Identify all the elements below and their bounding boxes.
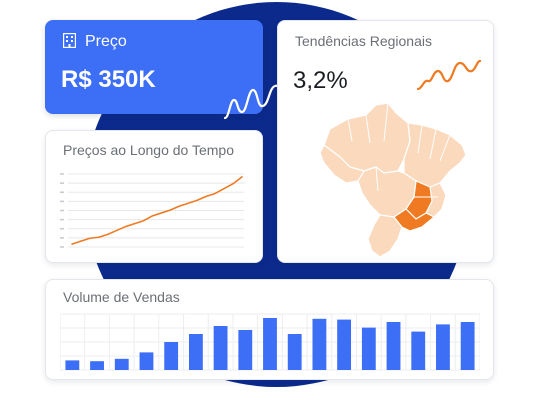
regional-trends-card[interactable]: Tendências Regionais 3,2%: [277, 20, 494, 263]
volume-bar: [65, 360, 80, 370]
region-highlight-sp: [393, 208, 435, 232]
volume-bar: [238, 330, 253, 370]
building-icon: [63, 33, 76, 48]
price-card[interactable]: Preço R$ 350K: [45, 20, 291, 120]
volume-bar: [164, 342, 179, 370]
line-tick-label: [60, 246, 64, 248]
regional-title: Tendências Regionais: [295, 33, 432, 49]
line-tick-label: [60, 237, 64, 239]
volume-bar: [460, 322, 475, 370]
region-west: [319, 144, 365, 184]
sales-volume-bar-chart: [60, 313, 480, 371]
brazil-map: [319, 102, 467, 258]
volume-bar: [114, 358, 129, 370]
volume-bar: [411, 331, 426, 370]
line-tick-label: [60, 200, 64, 203]
volume-bar: [90, 361, 104, 370]
price-label: Preço: [85, 33, 127, 50]
volume-bar: [361, 327, 376, 370]
volume-bar: [287, 334, 302, 370]
volume-bar: [213, 326, 228, 370]
price-sparkline: [223, 82, 291, 120]
volume-title: Volume de Vendas: [63, 289, 180, 305]
sales-volume-card[interactable]: Volume de Vendas: [45, 279, 494, 380]
volume-bar: [312, 318, 327, 370]
line-tick-label: [60, 218, 64, 221]
volume-bar: [139, 352, 154, 370]
regional-value: 3,2%: [293, 67, 348, 94]
line-tick-label: [60, 191, 64, 194]
volume-bar: [263, 318, 277, 370]
volume-bar: [436, 324, 450, 370]
volume-bar: [188, 334, 203, 370]
prices-line-chart: [60, 173, 244, 248]
line-tick-label: [60, 227, 64, 230]
regional-sparkline: [416, 59, 481, 91]
line-tick-label: [60, 209, 64, 212]
time-title: Preços ao Longo do Tempo: [63, 142, 234, 158]
prices-over-time-card[interactable]: Preços ao Longo do Tempo: [45, 130, 263, 263]
state-border-lines: [347, 102, 451, 198]
line-tick-label: [60, 173, 64, 175]
line-series: [71, 176, 243, 245]
volume-bar: [337, 319, 352, 370]
price-value: R$ 350K: [61, 66, 156, 93]
volume-bar: [386, 322, 401, 370]
line-tick-label: [60, 182, 64, 184]
